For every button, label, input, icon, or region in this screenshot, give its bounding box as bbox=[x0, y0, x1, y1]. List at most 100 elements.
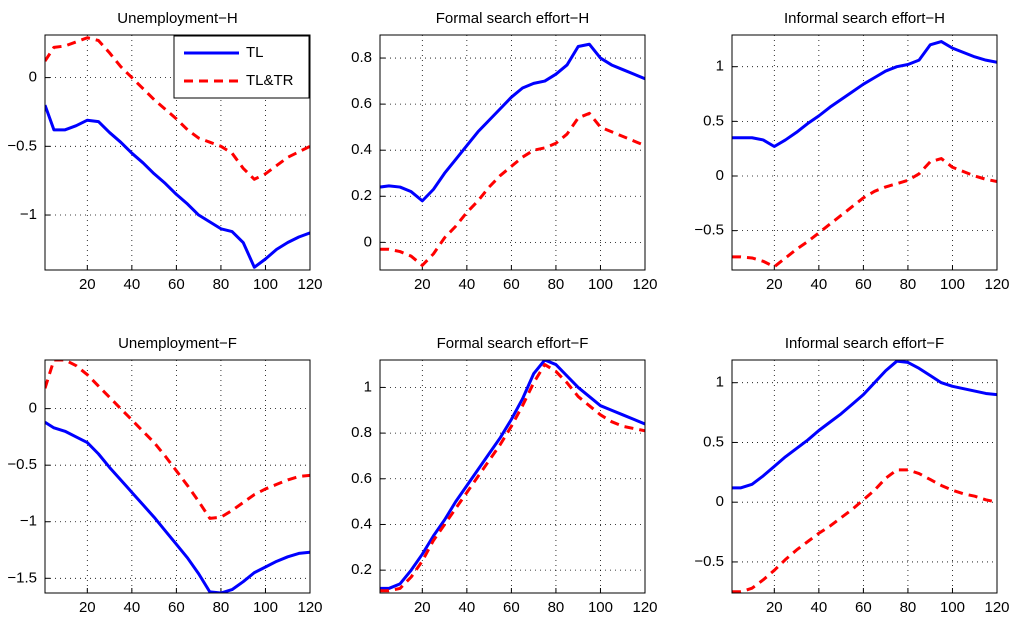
series-line bbox=[45, 360, 310, 520]
y-tick-label: −1 bbox=[20, 513, 37, 530]
plot-lines bbox=[380, 42, 645, 267]
y-tick-label: 0.4 bbox=[351, 515, 372, 532]
plot-area bbox=[45, 360, 310, 593]
x-tick-label: 100 bbox=[253, 276, 278, 293]
x-tick-label: 120 bbox=[632, 276, 657, 293]
y-tick-label: 1 bbox=[716, 58, 724, 75]
subplot-title: Informal search effort−H bbox=[784, 10, 945, 27]
series-line bbox=[45, 104, 310, 269]
y-tick-label: 1 bbox=[716, 374, 724, 391]
subplot-title: Formal search effort−H bbox=[436, 10, 590, 27]
x-tick-label: 120 bbox=[632, 599, 657, 616]
x-tick-label: 20 bbox=[79, 599, 96, 616]
plot-area bbox=[380, 360, 645, 593]
legend-label: TL bbox=[246, 44, 264, 61]
x-tick-label: 60 bbox=[855, 276, 872, 293]
y-tick-label: 0.2 bbox=[351, 561, 372, 578]
x-tick-label: 80 bbox=[900, 599, 917, 616]
plot-lines bbox=[45, 360, 310, 593]
subplot-title: Unemployment−F bbox=[118, 335, 237, 352]
series-line bbox=[732, 157, 997, 269]
series-line bbox=[45, 36, 310, 181]
axes-box bbox=[44, 359, 311, 594]
x-tick-label: 20 bbox=[414, 276, 431, 293]
y-tick-label: −1 bbox=[20, 206, 37, 223]
x-tick-label: 100 bbox=[588, 599, 613, 616]
x-tick-label: 100 bbox=[588, 276, 613, 293]
y-tick-label: 0.8 bbox=[351, 424, 372, 441]
y-tick-label: −0.5 bbox=[694, 553, 724, 570]
y-tick-label: −0.5 bbox=[694, 222, 724, 239]
x-tick-label: 60 bbox=[503, 276, 520, 293]
x-tick-label: 20 bbox=[766, 599, 783, 616]
x-tick-label: 80 bbox=[548, 276, 565, 293]
plot-lines bbox=[380, 360, 645, 593]
y-tick-label: 0 bbox=[29, 69, 37, 86]
series-line bbox=[732, 40, 997, 148]
x-tick-label: 40 bbox=[459, 599, 476, 616]
subplot-title: Informal search effort−F bbox=[785, 335, 944, 352]
y-tick-label: 0 bbox=[364, 233, 372, 250]
subplot-title: Formal search effort−F bbox=[437, 335, 589, 352]
x-tick-label: 100 bbox=[940, 599, 965, 616]
x-tick-label: 60 bbox=[168, 599, 185, 616]
axes-box bbox=[731, 34, 998, 271]
x-tick-label: 40 bbox=[124, 276, 141, 293]
y-tick-label: 0 bbox=[29, 400, 37, 417]
x-tick-label: 120 bbox=[984, 599, 1009, 616]
x-tick-label: 40 bbox=[811, 599, 828, 616]
plot-area bbox=[380, 35, 645, 270]
axes-box bbox=[379, 34, 646, 271]
series-line bbox=[380, 42, 645, 203]
y-tick-label: 0.8 bbox=[351, 49, 372, 66]
y-tick-label: 0.2 bbox=[351, 187, 372, 204]
y-tick-label: −1.5 bbox=[7, 569, 37, 586]
x-tick-label: 60 bbox=[168, 276, 185, 293]
x-tick-label: 80 bbox=[548, 599, 565, 616]
plot-lines bbox=[732, 360, 997, 593]
x-tick-label: 80 bbox=[213, 276, 230, 293]
x-tick-label: 120 bbox=[297, 276, 322, 293]
series-line bbox=[380, 363, 645, 593]
y-tick-label: 0.6 bbox=[351, 95, 372, 112]
y-tick-label: 0 bbox=[716, 167, 724, 184]
y-tick-label: 0 bbox=[716, 493, 724, 510]
y-tick-label: 0.6 bbox=[351, 470, 372, 487]
y-tick-label: −0.5 bbox=[7, 137, 37, 154]
axes-box bbox=[731, 359, 998, 594]
series-line bbox=[732, 468, 997, 593]
series-line bbox=[380, 111, 645, 267]
y-tick-label: 0.5 bbox=[703, 433, 724, 450]
plot-lines bbox=[732, 40, 997, 269]
x-tick-label: 80 bbox=[900, 276, 917, 293]
y-tick-label: 0.5 bbox=[703, 112, 724, 129]
x-tick-label: 60 bbox=[503, 599, 520, 616]
y-tick-label: −0.5 bbox=[7, 456, 37, 473]
plot-area bbox=[732, 360, 997, 593]
x-tick-label: 100 bbox=[940, 276, 965, 293]
subplot-title: Unemployment−H bbox=[117, 10, 237, 27]
x-tick-label: 80 bbox=[213, 599, 230, 616]
x-tick-label: 40 bbox=[811, 276, 828, 293]
x-tick-label: 40 bbox=[459, 276, 476, 293]
legend-box bbox=[173, 35, 310, 99]
y-tick-label: 1 bbox=[364, 378, 372, 395]
series-line bbox=[380, 360, 645, 590]
plot-lines bbox=[45, 36, 310, 269]
series-line bbox=[45, 420, 310, 593]
x-tick-label: 40 bbox=[124, 599, 141, 616]
y-tick-label: 0.4 bbox=[351, 141, 372, 158]
series-line bbox=[732, 360, 997, 490]
x-tick-label: 100 bbox=[253, 599, 278, 616]
axes-box bbox=[379, 359, 646, 594]
x-tick-label: 20 bbox=[766, 276, 783, 293]
axes-box bbox=[44, 34, 311, 271]
x-tick-label: 120 bbox=[297, 599, 322, 616]
x-tick-label: 60 bbox=[855, 599, 872, 616]
legend-label: TL&TR bbox=[246, 72, 294, 89]
plot-area bbox=[732, 35, 997, 270]
x-tick-label: 120 bbox=[984, 276, 1009, 293]
x-tick-label: 20 bbox=[414, 599, 431, 616]
x-tick-label: 20 bbox=[79, 276, 96, 293]
